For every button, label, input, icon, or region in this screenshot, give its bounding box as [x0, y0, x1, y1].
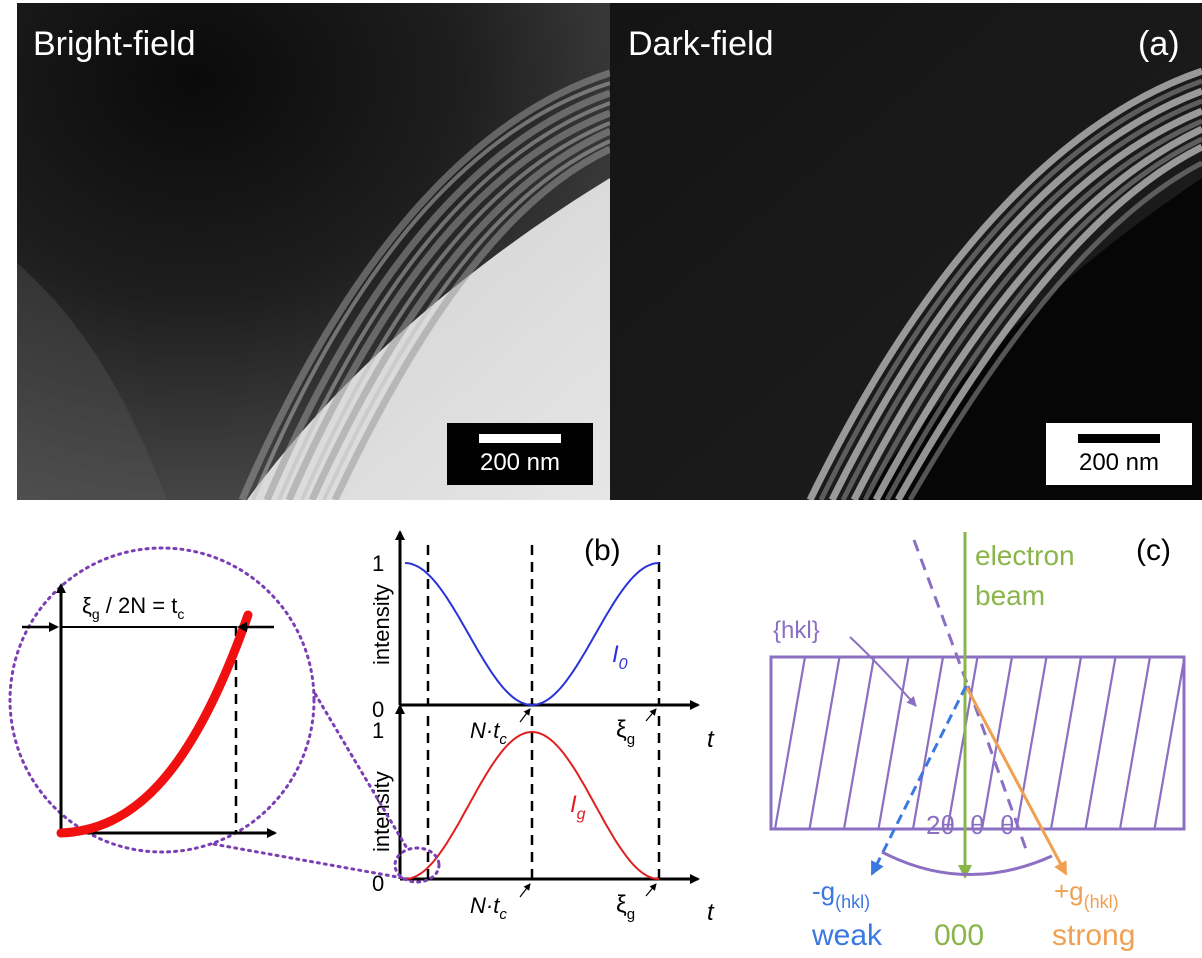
bottom-xig-arrow — [645, 883, 657, 897]
i0-curve — [404, 562, 660, 707]
lattice-plane-line — [842, 656, 876, 830]
ig-curve — [404, 730, 660, 880]
top-xmark-xig: ξg — [616, 716, 635, 748]
lattice-plane-line — [1049, 656, 1083, 830]
dark-field-image: Dark-field (a) 200 nm — [610, 3, 1202, 500]
theta-label-1: θ — [970, 810, 984, 840]
eq-t-sub: c — [177, 606, 184, 622]
bottom-ntc-arrow — [519, 883, 531, 898]
lattice-plane-line — [773, 656, 807, 830]
minus-g-sub: (hkl) — [835, 892, 870, 912]
inset-red-curve — [56, 610, 253, 838]
panel-b-top-plot: 1 0 intensity I0 N·tc ξg t — [369, 530, 715, 753]
incident-beam-dashed — [912, 539, 970, 687]
top-xig-arrow — [645, 708, 657, 722]
hkl-label: {hkl} — [773, 617, 820, 644]
minus-g-main: -g — [812, 876, 835, 906]
beam-label-line1: electron — [975, 540, 1075, 571]
theta-label-2: θ — [1000, 810, 1014, 840]
inset-equation: ξg / 2N = tc — [82, 593, 184, 622]
top-xig-main: ξ — [616, 716, 627, 743]
top-ntc-sub: c — [499, 731, 507, 748]
crystal-slab — [769, 655, 1186, 831]
plus-g-label: +g(hkl) — [1054, 876, 1119, 912]
bright-field-scale-bar: 200 nm — [447, 423, 593, 485]
bottom-xig-main: ξ — [616, 891, 627, 918]
plus-g-sub: (hkl) — [1084, 892, 1119, 912]
panel-c-label: (c) — [1136, 534, 1171, 567]
panel-a-label: (a) — [1138, 25, 1180, 63]
bottom-xmark-xig: ξg — [616, 891, 635, 923]
beam-label-line2: beam — [975, 580, 1045, 611]
eq-xi: ξ — [82, 593, 92, 618]
ig-sub: g — [577, 806, 586, 823]
plus-g-main: +g — [1054, 876, 1084, 906]
top-ntc-arrow — [519, 708, 531, 723]
top-ytick-0: 0 — [372, 697, 384, 722]
top-x-label: t — [707, 726, 715, 753]
i0-main: I — [612, 641, 619, 668]
eq-xi-sub: g — [92, 606, 100, 622]
dark-field-title: Dark-field — [628, 25, 774, 63]
lattice-planes — [773, 656, 1186, 830]
i0-sub: 0 — [619, 656, 628, 673]
hkl-pointer — [849, 636, 917, 707]
lattice-plane-line — [1118, 656, 1152, 830]
minus-g-beam-arrow — [870, 685, 968, 876]
ig-series-label: Ig — [570, 791, 586, 823]
i0-series-label: I0 — [612, 641, 628, 673]
lattice-plane-line — [946, 656, 979, 830]
plus-g-beam-arrow — [964, 685, 1068, 876]
zoom-inset: ξg / 2N = tc — [8, 546, 441, 884]
bottom-y-label: intensity — [369, 771, 394, 852]
panel-b-bottom-plot: 1 0 intensity Ig N·tc ξg t — [369, 704, 715, 926]
bottom-ytick-1: 1 — [372, 718, 384, 743]
top-ytick-1: 1 — [372, 551, 384, 576]
panel-b-label: (b) — [584, 534, 621, 567]
bright-field-title: Bright-field — [33, 25, 196, 63]
bottom-x-label: t — [707, 899, 715, 926]
scale-bar-line — [1078, 434, 1160, 443]
top-ntc-main: N·t — [470, 718, 500, 743]
dark-field-scale-bar: 200 nm — [1046, 423, 1192, 485]
top-xig-sub: g — [627, 731, 635, 748]
strong-label: strong — [1052, 919, 1135, 952]
lattice-plane-line — [877, 656, 910, 830]
bottom-ytick-0: 0 — [372, 871, 384, 896]
lattice-plane-line — [808, 656, 841, 830]
ig-main: I — [570, 791, 577, 818]
minus-g-label: -g(hkl) — [812, 876, 870, 912]
bottom-xig-sub: g — [627, 906, 635, 923]
lattice-plane-line — [911, 656, 945, 830]
bottom-xmark-ntc: N·tc — [470, 893, 507, 923]
two-theta-label: 2θ — [926, 810, 955, 840]
scale-bar-label: 200 nm — [479, 449, 561, 476]
angle-arc — [881, 850, 1053, 876]
lattice-plane-line — [1084, 656, 1117, 830]
scale-bar-label: 200 nm — [1078, 449, 1160, 476]
bottom-ntc-sub: c — [499, 906, 507, 923]
transmitted-beam-dashed — [966, 685, 1030, 856]
scale-bar-line — [479, 434, 561, 443]
panel-c-diagram: (c) electron beam {hkl} 2θ θ θ -g(hkl) w… — [769, 532, 1186, 952]
zoom-source-ellipse — [393, 846, 441, 884]
top-xmark-ntc: N·tc — [470, 718, 507, 748]
bottom-ntc-main: N·t — [470, 893, 500, 918]
eq-mid: / 2N = t — [100, 593, 178, 618]
top-y-label: intensity — [369, 584, 394, 665]
lattice-plane-line — [1015, 656, 1048, 830]
zoom-line-lower — [88, 820, 405, 880]
zero-beam-label: 000 — [934, 919, 984, 952]
lattice-plane-line — [1153, 656, 1186, 830]
weak-label: weak — [811, 919, 883, 952]
bright-field-image: Bright-field 200 nm — [17, 3, 610, 500]
